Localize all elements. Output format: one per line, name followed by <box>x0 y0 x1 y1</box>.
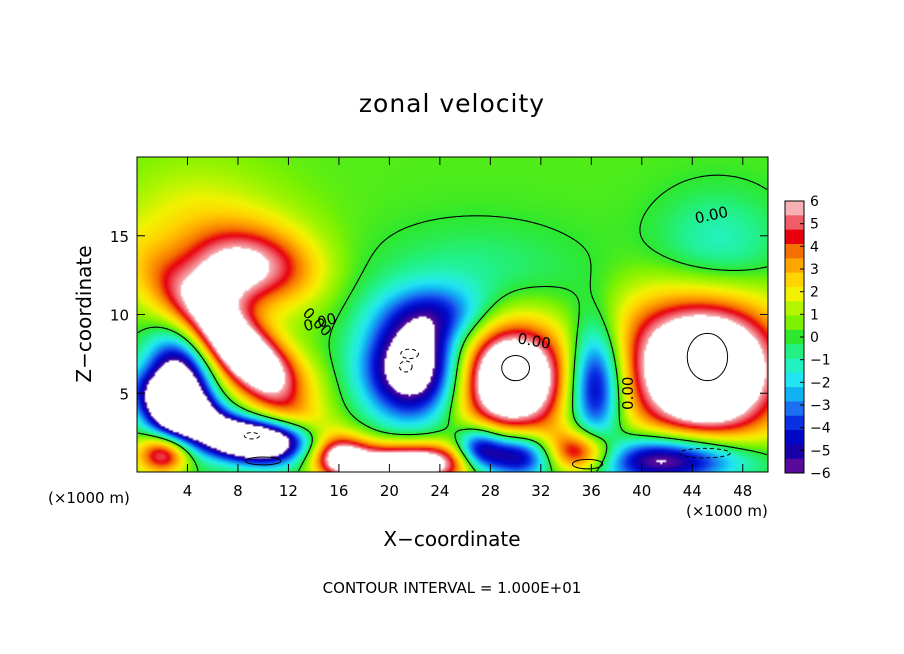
colorbar-swatch <box>785 258 804 274</box>
colorbar: 6 5 4 3 2 1 0 −1 −2 −3 −4 −5 −6 <box>784 194 831 482</box>
x-tick-label: 48 <box>733 482 752 500</box>
inner-contour-line <box>571 458 604 470</box>
y-tick-label: 10 <box>110 307 129 325</box>
x-tick-label: 36 <box>582 482 601 500</box>
colorbar-swatch <box>785 358 804 374</box>
inner-contour-line <box>243 432 260 440</box>
contour-labels: 0.000.000.000.000.00 <box>299 203 730 410</box>
colorbar-swatch <box>785 229 804 245</box>
colorbar-tick-label: 0 <box>810 330 819 346</box>
colorbar-swatch <box>785 286 804 302</box>
inner-contour-line <box>245 456 282 466</box>
zonal-velocity-field <box>137 157 768 472</box>
x-tick-label: 44 <box>683 482 702 500</box>
x-tick-label: 32 <box>531 482 550 500</box>
colorbar-swatch <box>785 301 804 317</box>
inner-contour-line <box>400 348 419 360</box>
zero-contour-line <box>137 174 768 472</box>
colorbar-swatch <box>785 215 804 231</box>
colorbar-swatch <box>785 387 804 403</box>
contour-interval-note: CONTOUR INTERVAL = 1.000E+01 <box>323 579 582 597</box>
colorbar-tick-label: 1 <box>810 307 819 323</box>
x-tick-label: 8 <box>233 482 243 500</box>
colorbar-swatch <box>785 430 804 445</box>
colorbar-tick-label: −1 <box>810 353 831 369</box>
colorbar-swatch <box>785 372 804 388</box>
colorbar-swatch <box>785 315 804 331</box>
inner-contour-line <box>398 360 413 373</box>
x-axis-ticks: 4 8 12 16 20 24 28 32 36 40 44 48 <box>183 157 752 500</box>
colorbar-swatch <box>785 329 804 345</box>
contour-label: 0.00 <box>516 329 552 353</box>
colorbar-tick-label: −5 <box>810 443 831 459</box>
x-tick-label: 28 <box>481 482 500 500</box>
y-tick-label: 15 <box>110 228 129 246</box>
x-tick-label: 40 <box>632 482 651 500</box>
inner-contour-line <box>679 447 731 459</box>
x-tick-label: 20 <box>380 482 399 500</box>
colorbar-tick-label: 4 <box>810 239 819 255</box>
colorbar-tick-label: −6 <box>810 466 831 482</box>
colorbar-swatch <box>785 344 804 360</box>
colorbar-ticks: 6 5 4 3 2 1 0 −1 −2 −3 −4 −5 −6 <box>800 194 831 482</box>
colorbar-tick-label: 3 <box>810 262 819 278</box>
x-tick-label: 16 <box>329 482 348 500</box>
y-axis-ticks: 5 10 15 <box>110 228 768 403</box>
colorbar-tick-label: 5 <box>810 217 819 233</box>
colorbar-swatches <box>785 201 804 473</box>
x-axis-label: X−coordinate <box>383 527 520 551</box>
x-unit-left: (×1000 m) <box>48 489 130 507</box>
chart-title: zonal velocity <box>359 89 545 118</box>
colorbar-swatch <box>785 444 804 460</box>
x-tick-label: 4 <box>183 482 193 500</box>
x-tick-label: 24 <box>430 482 449 500</box>
x-tick-label: 12 <box>279 482 298 500</box>
colorbar-swatch <box>785 272 804 288</box>
colorbar-tick-label: 6 <box>810 194 819 210</box>
x-unit-right: (×1000 m) <box>686 502 768 520</box>
y-tick-label: 5 <box>119 385 129 403</box>
colorbar-swatch <box>785 201 804 216</box>
inner-contour-line <box>501 354 530 382</box>
colorbar-swatch <box>785 415 804 431</box>
colorbar-swatch <box>785 243 804 259</box>
colorbar-swatch <box>785 401 804 417</box>
colorbar-swatch <box>785 458 804 473</box>
y-axis-label: Z−coordinate <box>72 245 96 382</box>
colorbar-tick-label: 2 <box>810 285 819 301</box>
contour-lines <box>137 174 768 472</box>
colorbar-tick-label: −2 <box>810 375 831 391</box>
contour-label: 0.00 <box>619 377 637 410</box>
colorbar-tick-label: −3 <box>810 398 831 414</box>
colorbar-tick-label: −4 <box>810 421 831 437</box>
inner-contour-line <box>686 332 729 382</box>
